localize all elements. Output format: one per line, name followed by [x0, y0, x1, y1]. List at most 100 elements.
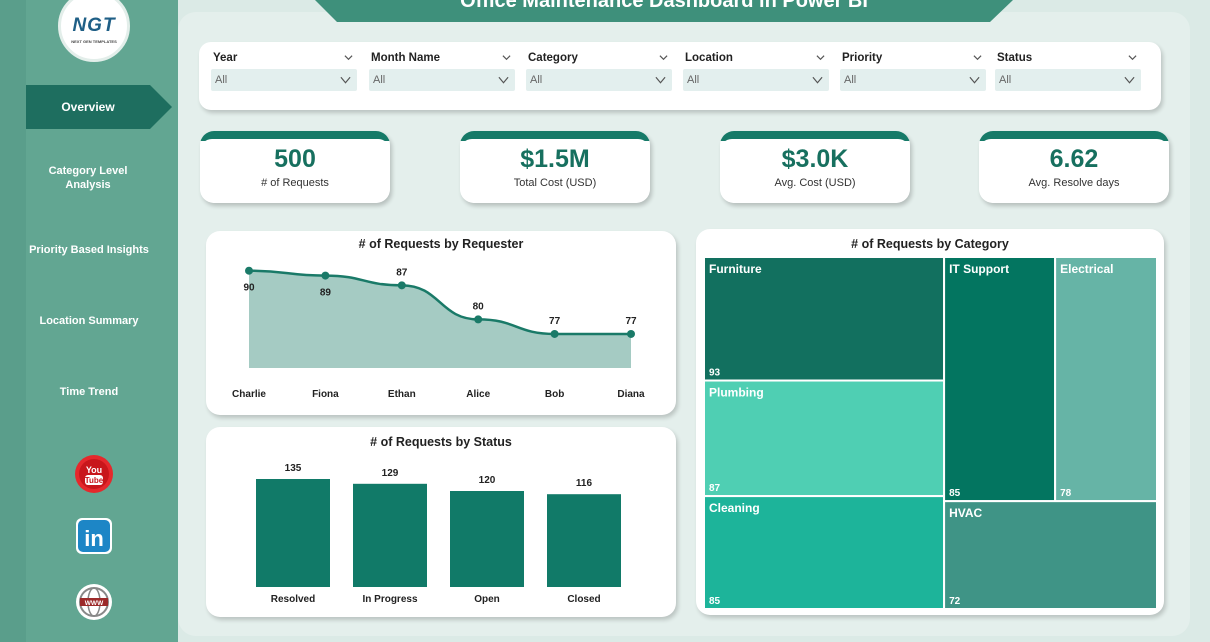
bar	[450, 491, 524, 587]
bar	[353, 483, 427, 587]
data-point	[397, 281, 406, 290]
chevron-down-icon	[969, 76, 980, 84]
filter-year[interactable]: Year All	[211, 50, 357, 91]
filter-priority[interactable]: Priority All	[840, 50, 986, 91]
x-tick-label: In Progress	[362, 594, 417, 605]
data-point	[550, 329, 559, 338]
data-label: 89	[320, 288, 332, 299]
filter-panel: Year All Month Name All Category All Loc…	[199, 42, 1161, 110]
nav-item-label: Priority Based Insights	[29, 244, 149, 256]
nav-item-location-summary[interactable]: Location Summary	[0, 314, 178, 328]
website-globe-icon[interactable]: WWW	[74, 582, 114, 622]
filter-dropdown[interactable]: All	[840, 69, 986, 91]
nav-item-priority-based-insights[interactable]: Priority Based Insights	[0, 243, 178, 257]
filter-month-name[interactable]: Month Name All	[369, 50, 515, 91]
nav-active-arrow	[26, 85, 172, 129]
nav-item-category-level-analysis[interactable]: Category Level Analysis	[0, 164, 178, 192]
nav-item-overview[interactable]: Overview	[26, 85, 174, 129]
ngt-logo: NGT NEXT GEN TEMPLATES	[58, 0, 130, 62]
filter-location[interactable]: Location All	[683, 50, 829, 91]
chevron-down-icon[interactable]	[659, 53, 668, 62]
requests-by-requester-card[interactable]: # of Requests by Requester 90 Charlie 89 Fi…	[206, 231, 676, 415]
requests-by-status-card[interactable]: # of Requests by Status 135 Resolved 129 In…	[206, 427, 676, 617]
chevron-down-icon[interactable]	[502, 53, 511, 62]
chart-title: # of Requests by Category	[851, 237, 1009, 251]
chart-title: # of Requests by Requester	[358, 237, 524, 251]
kpi-accent-bar	[200, 131, 390, 141]
chevron-down-icon[interactable]	[344, 53, 353, 62]
data-label: 77	[625, 316, 637, 327]
x-tick-label: Charlie	[232, 389, 266, 400]
kpi-value: 6.62	[1049, 145, 1099, 173]
filter-value: All	[687, 74, 700, 86]
treemap-tile-fill	[1054, 256, 1159, 503]
svg-text:in: in	[84, 526, 104, 551]
kpi-value: $1.5M	[520, 145, 590, 173]
chevron-down-icon[interactable]	[1128, 53, 1137, 62]
treemap-tile-label: HVAC	[949, 506, 982, 520]
treemap-tile-value: 93	[709, 368, 721, 379]
treemap-tile: Electrical 78	[1054, 256, 1159, 503]
kpi-accent-bar	[460, 131, 650, 141]
filter-dropdown[interactable]: All	[683, 69, 829, 91]
kpi-accent-bar	[720, 131, 910, 141]
chart-title: # of Requests by Status	[370, 435, 512, 449]
filter-status[interactable]: Status All	[995, 50, 1141, 91]
x-tick-label: Diana	[617, 389, 645, 400]
logo-subtext: NEXT GEN TEMPLATES	[71, 38, 117, 44]
youtube-icon[interactable]: You Tube	[74, 454, 114, 494]
kpi-label: Total Cost (USD)	[513, 177, 597, 189]
data-label: 135	[285, 463, 302, 474]
treemap-tile: HVAC 72	[943, 500, 1158, 611]
filter-label: Month Name	[371, 52, 440, 64]
chevron-down-icon	[498, 76, 509, 84]
x-tick-label: Bob	[545, 389, 564, 400]
kpi-card-avg-resolve-days: 6.62 Avg. Resolve days	[979, 131, 1169, 203]
filter-dropdown[interactable]: All	[211, 69, 357, 91]
filter-label: Status	[997, 52, 1033, 64]
data-label: 120	[479, 475, 496, 486]
nav-item-time-trend[interactable]: Time Trend	[0, 385, 178, 399]
filter-label: Year	[213, 52, 238, 64]
nav-item-label: Category Level Analysis	[48, 165, 128, 191]
nav-item-label: Location Summary	[39, 315, 139, 327]
svg-text:You: You	[86, 465, 102, 475]
sidebar: NGT NEXT GEN TEMPLATES Overview Category…	[0, 0, 178, 642]
treemap-tile-value: 85	[949, 488, 961, 499]
logo-text: NGT	[72, 14, 116, 36]
kpi-accent-bar	[979, 131, 1169, 141]
kpi-value: 500	[274, 145, 316, 173]
chevron-down-icon	[655, 76, 666, 84]
filter-category[interactable]: Category All	[526, 50, 672, 91]
x-tick-label: Alice	[466, 389, 490, 400]
data-point	[321, 271, 330, 280]
requests-by-category-card[interactable]: # of Requests by Category Furniture 93 Plu…	[696, 229, 1164, 615]
filter-dropdown[interactable]: All	[995, 69, 1141, 91]
filter-dropdown[interactable]: All	[526, 69, 672, 91]
treemap-tile-label: Cleaning	[709, 501, 760, 515]
data-label: 90	[243, 283, 255, 294]
kpi-label: Avg. Cost (USD)	[774, 177, 856, 189]
filter-value: All	[373, 74, 386, 86]
x-tick-label: Open	[474, 594, 500, 605]
x-tick-label: Fiona	[312, 389, 339, 400]
treemap-tile: Plumbing 87	[703, 379, 946, 498]
kpi-card-requests: 500 # of Requests	[200, 131, 390, 203]
x-tick-label: Resolved	[271, 594, 315, 605]
bar	[547, 494, 621, 587]
filter-dropdown[interactable]: All	[369, 69, 515, 91]
chevron-down-icon[interactable]	[816, 53, 825, 62]
area-fill	[249, 270, 631, 368]
page-title: Office Maintenance Dashboard in Power BI	[460, 0, 868, 12]
bar	[256, 479, 330, 587]
treemap-tile-label: Plumbing	[709, 386, 764, 400]
linkedin-icon[interactable]: in	[74, 516, 114, 556]
treemap-tile-fill	[703, 379, 946, 498]
treemap-tile-fill	[943, 500, 1158, 611]
nav-item-label: Time Trend	[59, 386, 119, 398]
chevron-down-icon[interactable]	[973, 53, 982, 62]
chevron-down-icon	[340, 76, 351, 84]
filter-value: All	[844, 74, 857, 86]
treemap-tile-value: 85	[709, 596, 721, 607]
data-point	[245, 266, 253, 275]
